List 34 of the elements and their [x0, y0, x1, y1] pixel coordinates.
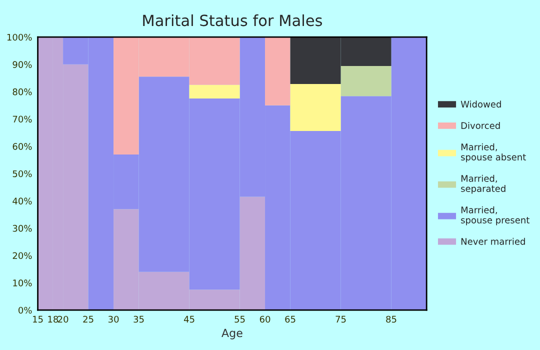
y-tick-label: 50%: [12, 170, 32, 178]
bar: [290, 84, 341, 132]
chart-title: Marital Status for Males: [143, 14, 322, 26]
legend-label: Married, separated: [461, 174, 506, 194]
y-tick-label: 60%: [12, 143, 32, 150]
x-tick-label: 55: [234, 316, 245, 323]
x-axis-title: Age: [222, 328, 242, 340]
x-tick-label: 75: [336, 316, 346, 323]
y-tick-label: 70%: [12, 116, 32, 123]
y-tick-label: 10%: [13, 280, 32, 286]
legend-label: Married, spouse absent: [461, 143, 526, 162]
x-tick-label: 45: [184, 316, 194, 323]
x-tick-label: 35: [134, 316, 144, 323]
legend-label: Divorced: [461, 122, 500, 129]
y-tick-label: 90%: [12, 61, 32, 68]
x-tick-label: 15: [33, 316, 43, 323]
x-tick-label: 20: [58, 316, 68, 323]
y-tick-label: 0%: [18, 306, 32, 314]
y-tick-label: 80%: [12, 88, 32, 96]
legend-label: Married, spouse present: [461, 206, 530, 226]
bar: [189, 84, 240, 99]
x-tick-label: 25: [83, 316, 94, 323]
x-tick-label: 65: [285, 316, 296, 323]
x-tick-label: 85: [386, 316, 396, 323]
y-tick-label: 40%: [12, 198, 32, 204]
x-tick-label: 18: [48, 316, 58, 323]
y-tick-label: 100%: [7, 34, 32, 41]
legend-label: Widowed: [460, 100, 501, 108]
x-tick-label: 60: [260, 316, 270, 323]
bar: [340, 66, 392, 96]
x-tick-label: 30: [108, 316, 119, 323]
y-tick-label: 30%: [12, 224, 32, 232]
y-tick-label: 20%: [12, 252, 32, 260]
legend-label: Never married: [461, 238, 525, 245]
